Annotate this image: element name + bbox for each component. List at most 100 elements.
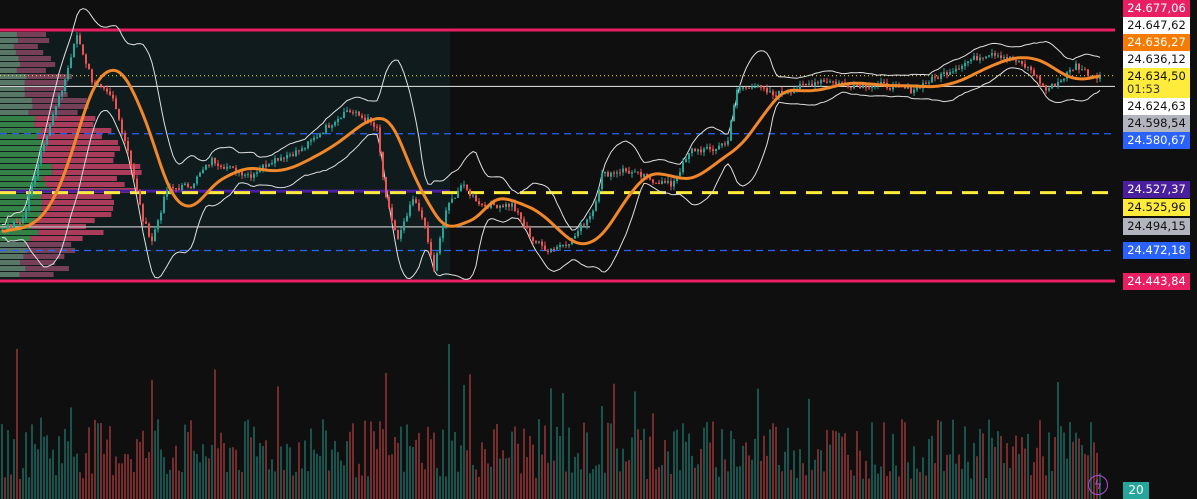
candle: [472, 195, 474, 197]
candle: [688, 153, 690, 160]
volume-bar: [25, 432, 27, 499]
volume-bar: [814, 459, 816, 499]
volume-bar: [358, 463, 360, 499]
volume-bar: [943, 471, 945, 499]
volume-profile-bar: [0, 140, 44, 145]
volume-profile-bar: [0, 56, 19, 61]
volume-profile-bar: [24, 80, 68, 85]
volume-bar: [352, 423, 354, 499]
volume-bar: [712, 421, 714, 499]
volume-bar: [1066, 458, 1068, 499]
candle: [220, 165, 222, 167]
candle: [613, 172, 615, 174]
volume-bar: [487, 463, 489, 499]
volume-bar: [685, 441, 687, 499]
candle: [1084, 69, 1086, 71]
volume-bar: [76, 453, 78, 499]
volume-profile-bar: [0, 206, 42, 211]
candle: [1090, 75, 1092, 77]
candle: [511, 203, 513, 207]
candle: [850, 87, 852, 89]
candle: [121, 119, 123, 134]
bollinger-upper: [1, 8, 1101, 231]
candle: [550, 248, 552, 253]
volume-bar: [739, 466, 741, 499]
volume-bar: [607, 422, 609, 499]
candle: [118, 109, 120, 120]
volume-bar: [484, 449, 486, 499]
candle: [13, 221, 15, 228]
candle: [352, 112, 354, 114]
candle: [712, 149, 714, 152]
volume-bar: [463, 384, 465, 499]
volume-bar: [379, 421, 381, 499]
candle: [703, 148, 705, 153]
candle: [772, 91, 774, 96]
volume-bar: [775, 426, 777, 499]
volume-bar: [196, 453, 198, 499]
volume-bar: [766, 455, 768, 499]
volume-bar: [898, 476, 900, 499]
candle: [502, 205, 504, 207]
candle: [982, 57, 984, 59]
volume-bar: [40, 417, 42, 499]
candle: [316, 137, 318, 139]
candle: [1003, 57, 1005, 59]
candle: [589, 216, 591, 220]
candle: [145, 221, 147, 224]
volume-bar: [721, 429, 723, 499]
volume-bar: [73, 456, 75, 499]
volume-bar: [718, 476, 720, 499]
volume-bar: [1027, 433, 1029, 499]
candle: [727, 140, 729, 145]
candle: [817, 82, 819, 84]
candle: [280, 157, 282, 161]
candle: [34, 175, 36, 185]
volume-bar: [997, 431, 999, 499]
volume-bar: [910, 478, 912, 499]
volume-bar: [508, 457, 510, 499]
volume-bar: [631, 437, 633, 499]
volume-bar: [430, 439, 432, 499]
volume-bar: [154, 430, 156, 499]
volume-bar: [901, 419, 903, 499]
volume-bar: [7, 430, 9, 499]
volume-bar: [313, 449, 315, 499]
volume-bar: [250, 437, 252, 499]
volume-profile-bar: [0, 152, 43, 157]
candle: [163, 196, 165, 213]
candle: [154, 229, 156, 241]
volume-bar: [937, 420, 939, 499]
volume-bar: [112, 475, 114, 499]
candle: [946, 72, 948, 76]
volume-bar: [736, 466, 738, 499]
volume-bar: [973, 442, 975, 499]
candle: [697, 149, 699, 152]
volume-bar: [730, 430, 732, 499]
price-chart[interactable]: [0, 0, 1120, 499]
volume-bar: [163, 457, 165, 499]
volume-profile-bar: [20, 260, 56, 265]
candle: [1000, 55, 1002, 59]
candle: [1075, 63, 1077, 70]
volume-bar: [445, 476, 447, 499]
volume-profile-bar: [41, 206, 114, 211]
volume-bar: [229, 447, 231, 499]
volume-bar: [940, 421, 942, 499]
volume-bar: [883, 422, 885, 499]
volume-bar: [859, 450, 861, 499]
candle: [214, 157, 216, 164]
volume-bar: [397, 442, 399, 499]
candle: [730, 121, 732, 141]
candle: [631, 172, 633, 174]
candle: [940, 73, 942, 79]
volume-bar: [1012, 446, 1014, 499]
candle: [709, 146, 711, 150]
volume-bar: [913, 446, 915, 499]
volume-profile-bar: [0, 200, 43, 205]
lightning-icon[interactable]: ϟ: [1088, 475, 1108, 495]
candle: [475, 195, 477, 202]
volume-bar: [664, 440, 666, 499]
candle: [997, 55, 999, 57]
volume-profile-bar: [0, 50, 16, 55]
